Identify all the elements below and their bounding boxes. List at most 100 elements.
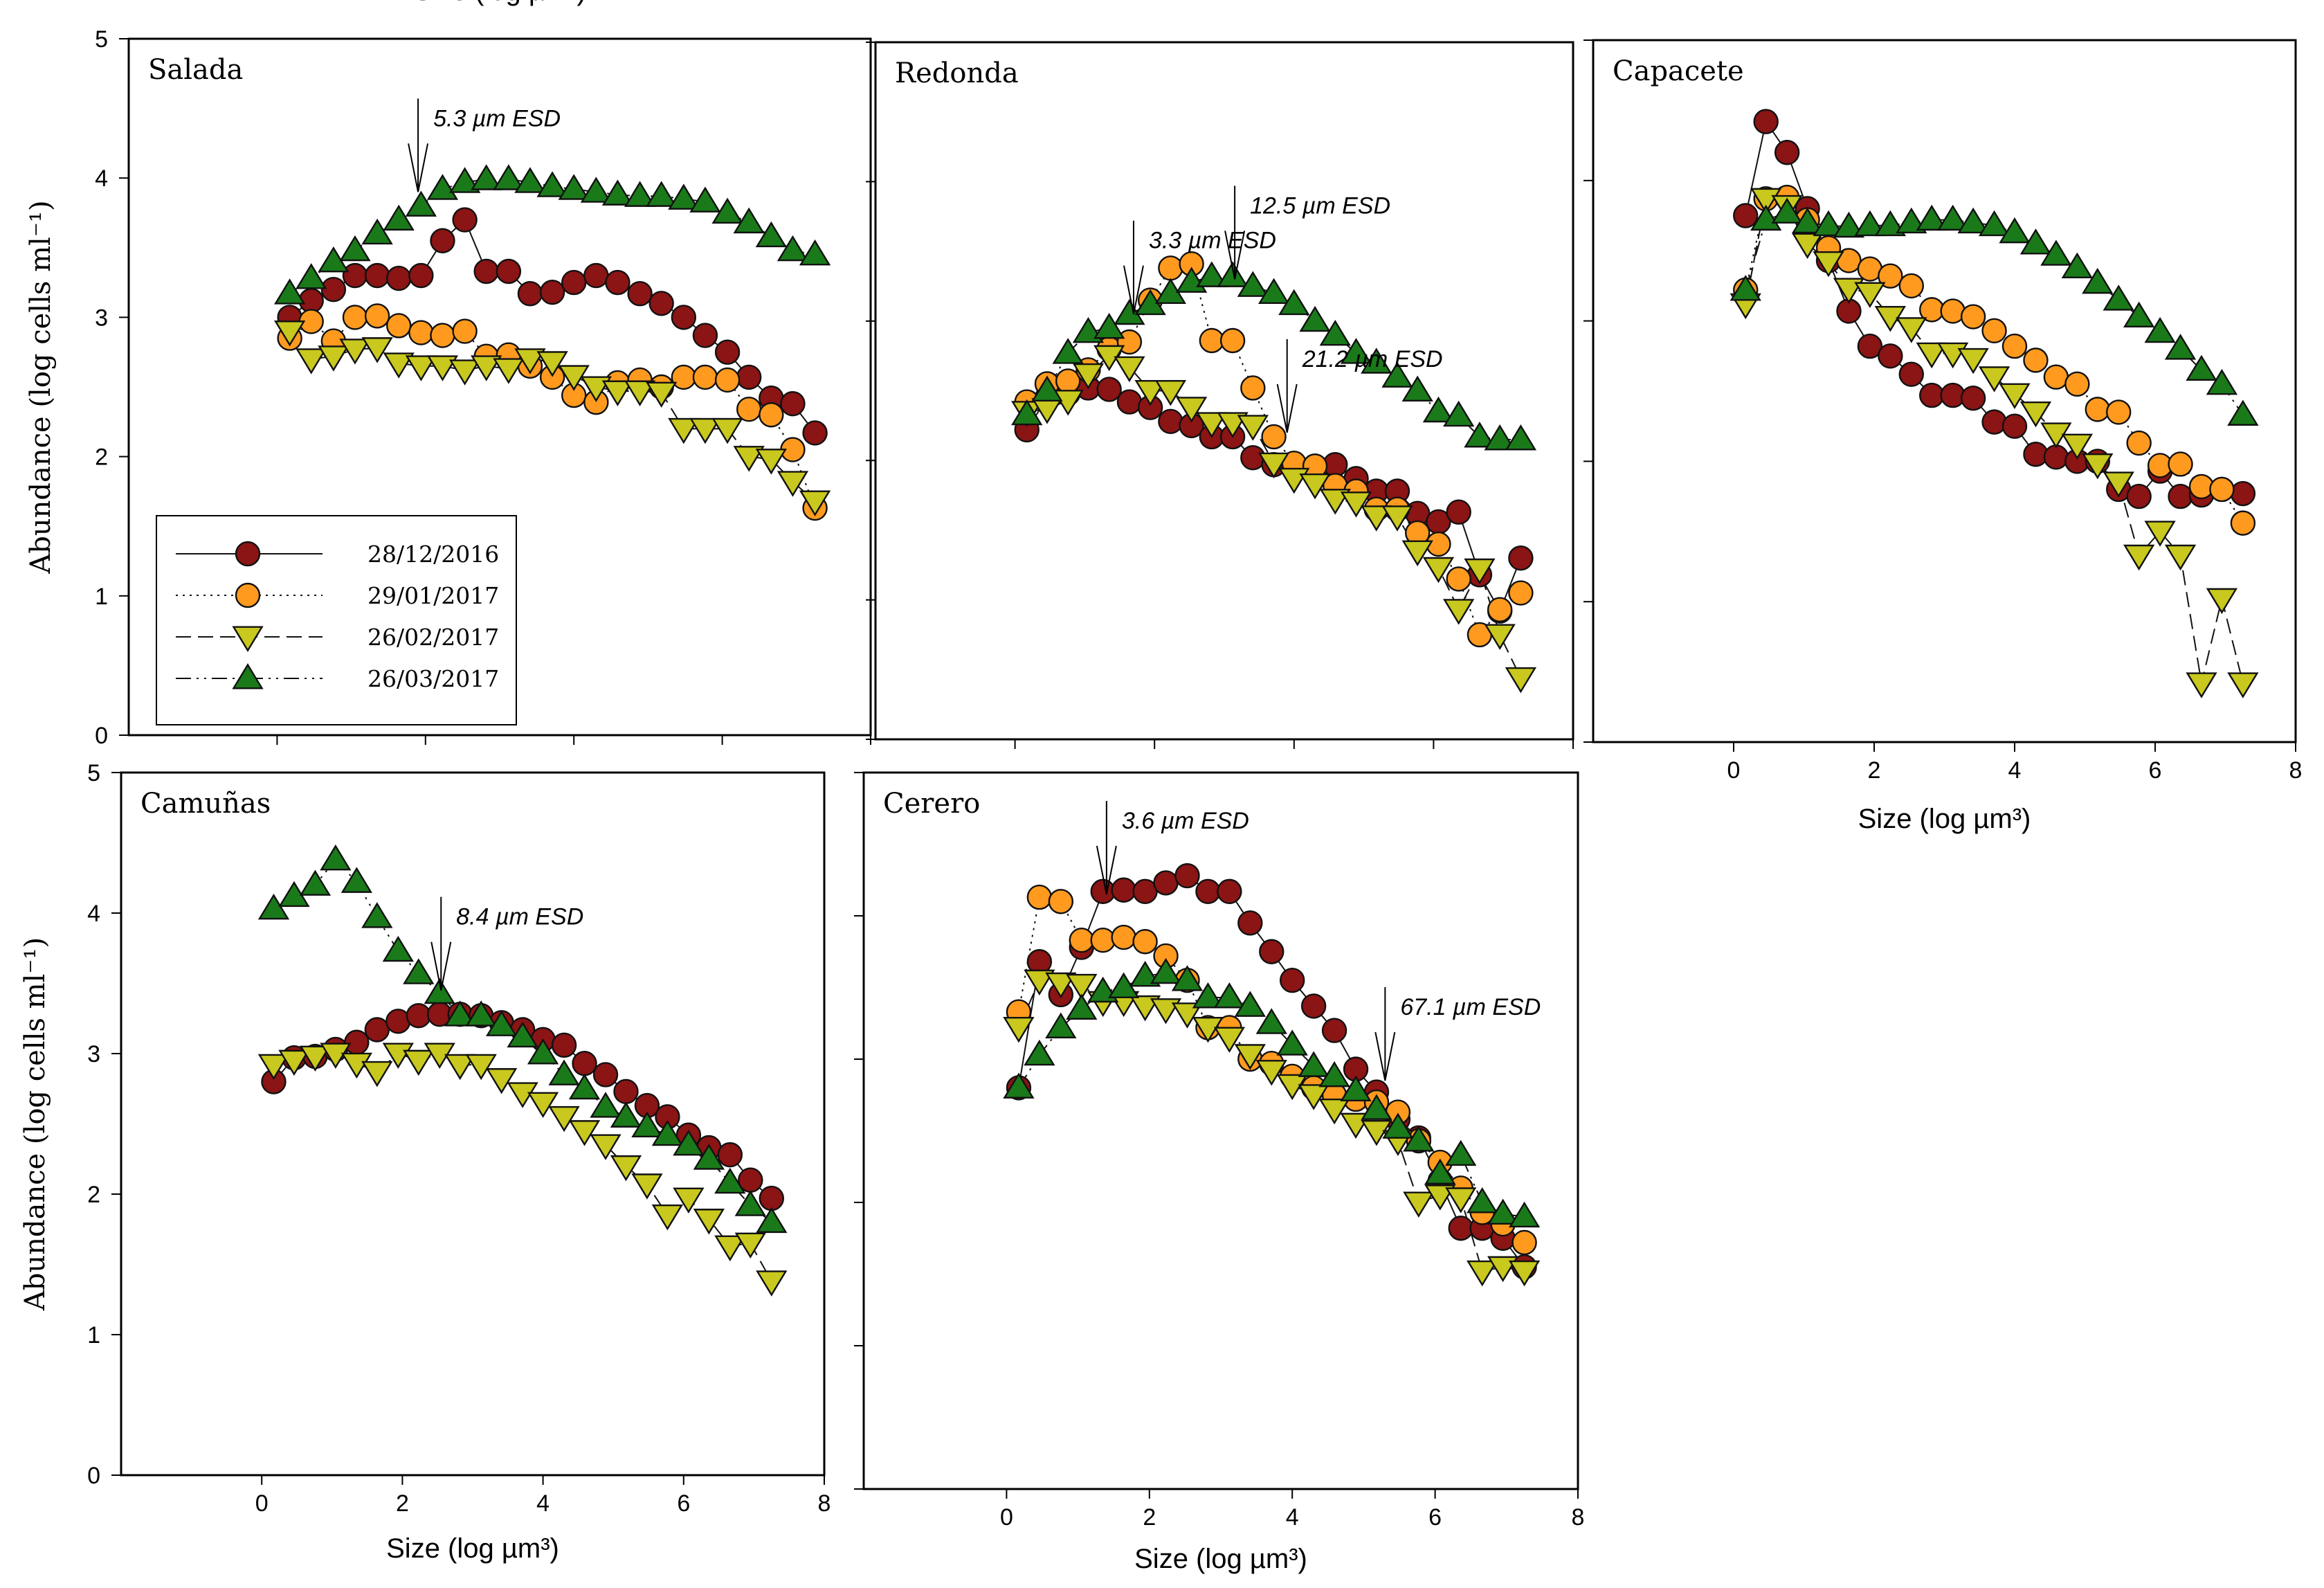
data-point — [517, 280, 543, 307]
data-point — [1299, 473, 1331, 500]
data-point — [1487, 1198, 1519, 1225]
data-point — [568, 1120, 601, 1146]
data-point — [1096, 377, 1122, 402]
panel-cerero: Cerero 0 2 4 6 8 Size (log µm³) 3.6 µm ESD 67.1 … — [854, 771, 1585, 1574]
data-point — [2082, 267, 2114, 294]
series-line — [1745, 197, 2244, 684]
data-point — [802, 420, 828, 446]
data-point — [1401, 540, 1433, 567]
data-point — [426, 355, 459, 381]
legend-label: 26/02/2017 — [367, 624, 499, 651]
data-point — [485, 1068, 518, 1094]
x-tick-label: 8 — [2289, 757, 2303, 784]
data-point — [493, 164, 525, 190]
data-point — [339, 235, 371, 262]
legend-label: 28/12/2016 — [367, 541, 499, 568]
legend-marker — [235, 582, 261, 608]
data-point — [1467, 1260, 1498, 1287]
x-axis-label: Size (log µm³) — [386, 1533, 559, 1564]
data-point — [1753, 109, 1779, 134]
data-point — [364, 1017, 390, 1043]
panel-title: Cerero — [883, 788, 980, 820]
data-point — [444, 1000, 476, 1027]
data-point — [1361, 1120, 1392, 1146]
data-point — [1424, 1184, 1456, 1211]
panel-redonda: Redonda 3.3 µm ESD 12.5 µm ESD 21.2 µm ESD — [866, 41, 1574, 749]
data-point — [651, 1119, 684, 1146]
data-point — [1150, 957, 1182, 984]
y-axis-label: Abundance (log cells ml⁻¹) — [19, 937, 51, 1311]
annotation-label: 8.4 µm ESD — [456, 904, 583, 930]
data-point — [780, 390, 806, 417]
data-point — [2019, 401, 2052, 428]
data-point — [572, 1051, 597, 1076]
annotation-arrow-head — [430, 941, 452, 991]
data-point — [1467, 1187, 1498, 1213]
data-point — [1217, 878, 1242, 905]
data-point — [1919, 382, 1945, 408]
legend-label: 26/03/2017 — [367, 665, 499, 692]
data-point — [1446, 566, 1471, 592]
data-point — [1791, 233, 1824, 260]
data-point — [648, 291, 674, 316]
data-point — [1403, 1126, 1435, 1152]
data-point — [1916, 204, 1948, 231]
x-tick-label: 6 — [1428, 1504, 1442, 1531]
data-point — [1464, 558, 1496, 585]
data-point — [1259, 939, 1284, 964]
legend-box — [156, 515, 517, 725]
data-point — [580, 177, 612, 203]
data-point — [692, 323, 718, 348]
data-point — [693, 1209, 725, 1235]
data-point — [2123, 544, 2155, 571]
data-point — [1445, 1187, 1477, 1213]
panel-title: Camuñas — [140, 788, 271, 820]
data-point — [1026, 884, 1053, 910]
data-point — [590, 1134, 621, 1160]
x-axis-label: Size (log µm³) — [1858, 804, 2031, 834]
data-point — [382, 935, 414, 962]
data-point — [1024, 1039, 1055, 1066]
legend: 28/12/2016 29/01/2017 26/02/2017 26/03/2017 — [156, 515, 517, 725]
data-point — [1898, 361, 1924, 387]
data-point — [1750, 188, 1782, 215]
data-point — [344, 1029, 370, 1055]
data-point — [1240, 375, 1266, 401]
data-point — [2126, 483, 2152, 509]
annotation-arrow-head — [1123, 265, 1144, 314]
x-tick-label: 8 — [1572, 1504, 1585, 1531]
data-point — [1116, 389, 1143, 415]
y-axis-label: Abundance (log cells ml⁻¹) — [25, 200, 57, 574]
data-point — [1381, 361, 1413, 388]
data-point — [1448, 1216, 1473, 1241]
data-point — [1857, 333, 1883, 359]
legend-marker — [232, 626, 264, 652]
annotation-label: 3.3 µm ESD — [1149, 228, 1276, 254]
data-point — [1196, 261, 1228, 287]
legend-marker — [235, 541, 261, 567]
data-point — [2064, 371, 2090, 397]
data-point — [2164, 334, 2197, 360]
data-point — [2082, 453, 2114, 480]
data-point — [1261, 424, 1287, 450]
plot-frame — [874, 41, 1574, 741]
data-point — [408, 320, 434, 345]
data-point — [527, 1092, 559, 1119]
panel-title: Redonda — [895, 57, 1019, 89]
data-point — [1403, 1191, 1435, 1218]
series-line — [1745, 120, 2244, 498]
x-tick-label: 4 — [536, 1490, 550, 1517]
data-point — [1199, 327, 1225, 354]
data-point — [1774, 140, 1800, 165]
data-point — [2023, 348, 2049, 373]
annotation-label: 21.2 µm ESD — [1302, 346, 1443, 372]
data-point — [2230, 510, 2256, 536]
data-point — [1111, 924, 1136, 950]
data-point — [1066, 973, 1098, 1000]
data-point — [361, 1061, 393, 1088]
data-point — [1069, 927, 1094, 953]
x-tick-label: 6 — [677, 1490, 690, 1517]
data-point — [1213, 1027, 1246, 1053]
data-point — [318, 345, 349, 372]
data-point — [714, 367, 741, 393]
